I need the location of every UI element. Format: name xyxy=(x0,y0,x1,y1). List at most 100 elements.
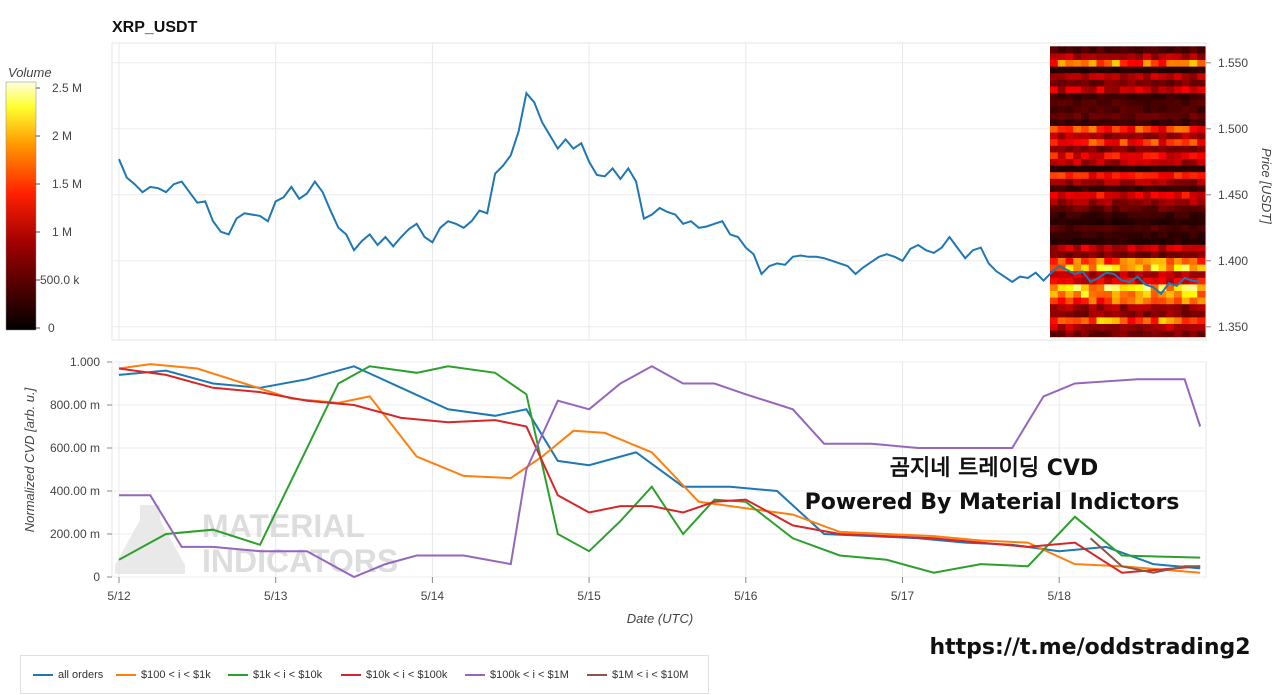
heatmap-cell xyxy=(1073,290,1082,298)
heatmap-cell xyxy=(1119,105,1128,113)
legend-item-10k-100k[interactable]: $10k < i < $100k xyxy=(341,669,447,681)
heatmap-cell xyxy=(1119,151,1128,159)
heatmap-cell xyxy=(1166,92,1175,100)
heatmap-cell xyxy=(1181,264,1190,272)
colorbar-tick-label: 2 M xyxy=(52,129,72,143)
heatmap-cell xyxy=(1150,132,1159,140)
heatmap-cell xyxy=(1150,145,1159,153)
colorbar-title: Volume xyxy=(8,65,52,80)
heatmap-cell xyxy=(1135,66,1144,74)
heatmap-cell xyxy=(1096,171,1105,179)
heatmap-cell xyxy=(1096,92,1105,100)
heatmap-cell xyxy=(1096,72,1105,80)
heatmap-cell xyxy=(1065,85,1074,93)
heatmap-cell xyxy=(1181,217,1190,225)
price-tick-label: 1.450 xyxy=(1218,188,1248,202)
heatmap-cell xyxy=(1081,277,1090,285)
heatmap-cell xyxy=(1112,257,1121,265)
heatmap-cell xyxy=(1189,132,1198,140)
heatmap-cell xyxy=(1065,217,1074,225)
heatmap-cell xyxy=(1104,125,1113,133)
heatmap-cell xyxy=(1088,46,1097,54)
heatmap-cell xyxy=(1050,204,1059,212)
heatmap-cell xyxy=(1174,59,1183,67)
heatmap-cell xyxy=(1166,85,1175,93)
heatmap-cell xyxy=(1050,244,1059,252)
legend-item-1m-10m[interactable]: $1M < i < $10M xyxy=(587,669,688,681)
heatmap-cell xyxy=(1150,264,1159,272)
heatmap-cell xyxy=(1150,198,1159,206)
heatmap-cell xyxy=(1174,112,1183,120)
heatmap-cell xyxy=(1065,283,1074,291)
heatmap-cell xyxy=(1088,118,1097,126)
heatmap-cell xyxy=(1150,138,1159,146)
heatmap-cell xyxy=(1050,297,1059,305)
heatmap-cell xyxy=(1073,297,1082,305)
heatmap-cell xyxy=(1150,99,1159,107)
heatmap-cell xyxy=(1143,250,1152,258)
heatmap-cell xyxy=(1050,224,1059,232)
legend-item-100k-1m[interactable]: $100k < i < $1M xyxy=(465,669,569,681)
heatmap-cell xyxy=(1158,211,1167,219)
heatmap-cell xyxy=(1166,224,1175,232)
heatmap-cell xyxy=(1081,118,1090,126)
heatmap-cell xyxy=(1197,59,1206,67)
legend-item-all-orders[interactable]: all orders xyxy=(33,669,103,681)
heatmap-cell xyxy=(1088,244,1097,252)
heatmap-cell xyxy=(1174,198,1183,206)
heatmap-cell xyxy=(1057,132,1066,140)
heatmap-cell xyxy=(1189,204,1198,212)
heatmap-cell xyxy=(1174,277,1183,285)
heatmap-cell xyxy=(1189,323,1198,331)
heatmap-cell xyxy=(1166,211,1175,219)
heatmap-cell xyxy=(1143,237,1152,245)
heatmap-cell xyxy=(1150,191,1159,199)
heatmap-cell xyxy=(1197,264,1206,272)
heatmap-cell xyxy=(1197,118,1206,126)
heatmap-cell xyxy=(1143,125,1152,133)
heatmap-cell xyxy=(1096,79,1105,87)
heatmap-cell xyxy=(1127,257,1136,265)
heatmap-cell xyxy=(1158,316,1167,324)
x-tick-label: 5/18 xyxy=(1048,589,1072,603)
heatmap-cell xyxy=(1166,283,1175,291)
heatmap-cell xyxy=(1119,250,1128,258)
cvd-tick-label: 600.00 m xyxy=(50,441,100,455)
heatmap-cell xyxy=(1197,112,1206,120)
heatmap-cell xyxy=(1057,191,1066,199)
heatmap-cell xyxy=(1197,297,1206,305)
cvd-tick-label: 0 xyxy=(93,570,100,584)
heatmap-cell xyxy=(1127,145,1136,153)
heatmap-cell xyxy=(1166,99,1175,107)
legend-item-100-1k[interactable]: $100 < i < $1k xyxy=(116,669,211,681)
heatmap-cell xyxy=(1081,66,1090,74)
heatmap-cell xyxy=(1181,191,1190,199)
heatmap-cell xyxy=(1119,264,1128,272)
heatmap-cell xyxy=(1166,231,1175,239)
heatmap-cell xyxy=(1166,125,1175,133)
heatmap-cell xyxy=(1174,257,1183,265)
colorbar-tick-label: 2.5 M xyxy=(52,81,82,95)
heatmap-cell xyxy=(1112,105,1121,113)
heatmap-cell xyxy=(1081,46,1090,54)
heatmap-cell xyxy=(1065,151,1074,159)
legend-item-1k-10k[interactable]: $1k < i < $10k xyxy=(228,669,322,681)
heatmap-cell xyxy=(1174,165,1183,173)
heatmap-cell xyxy=(1174,310,1183,318)
heatmap-cell xyxy=(1166,257,1175,265)
heatmap-cell xyxy=(1112,158,1121,166)
heatmap-cell xyxy=(1065,270,1074,278)
telegram-link[interactable]: https://t.me/oddstrading2 xyxy=(929,635,1250,660)
heatmap-cell xyxy=(1181,66,1190,74)
heatmap-cell xyxy=(1065,46,1074,54)
heatmap-cell xyxy=(1050,79,1059,87)
heatmap-cell xyxy=(1143,224,1152,232)
heatmap-cell xyxy=(1174,118,1183,126)
price-axis-label: Price [USDT] xyxy=(1259,148,1274,224)
heatmap-cell xyxy=(1119,297,1128,305)
heatmap-cell xyxy=(1096,46,1105,54)
volume-heatmap xyxy=(1050,46,1206,338)
heatmap-cell xyxy=(1096,165,1105,173)
heatmap-cell xyxy=(1143,191,1152,199)
heatmap-cell xyxy=(1158,303,1167,311)
